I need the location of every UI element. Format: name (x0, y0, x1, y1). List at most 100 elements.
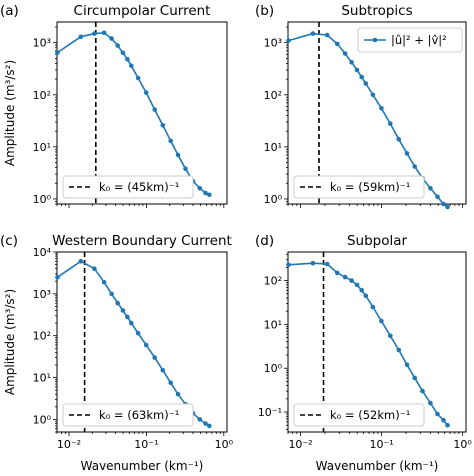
y-tick-label: 10¹ (264, 318, 282, 331)
x-axis-label: Wavenumber (km⁻¹) (81, 459, 204, 473)
data-point (160, 123, 166, 128)
x-tick-label: 10⁻¹ (134, 438, 158, 451)
data-point (152, 107, 157, 112)
data-point (379, 106, 384, 111)
data-point (342, 274, 348, 280)
data-point (135, 75, 141, 81)
x-tick-label: 10⁻² (57, 438, 81, 451)
data-point (152, 355, 157, 360)
data-point (359, 74, 365, 80)
y-tick-label: 10⁰ (264, 193, 283, 206)
data-point (363, 293, 369, 299)
data-point (370, 92, 376, 98)
data-point (404, 362, 410, 368)
data-point (428, 400, 433, 406)
panel-title: Western Boundary Current (52, 233, 232, 249)
x-tick-label: 10⁰ (215, 438, 234, 451)
legend-label: k₀ = (52km)⁻¹ (330, 408, 410, 422)
data-point (197, 186, 203, 191)
y-tick-label: 10⁰ (33, 413, 52, 426)
y-axis-label: Amplitude (m³/s²) (3, 60, 17, 166)
y-tick-label: 10² (264, 89, 282, 102)
legend-box (293, 175, 425, 199)
data-point (115, 43, 120, 48)
data-point (101, 30, 107, 36)
data-point (78, 259, 84, 264)
y-tick-label: 10⁴ (33, 246, 52, 259)
data-point (55, 274, 60, 280)
data-point (335, 41, 340, 47)
data-point (396, 137, 402, 142)
legend-box (62, 403, 194, 427)
panel-title: Subtropics (341, 3, 412, 19)
data-point (120, 308, 126, 313)
data-point (412, 164, 418, 169)
panel-b: 10⁰ 10¹ 10² 10³ Subtropics (b) k₀ = (59km)⁻¹ |û… (255, 3, 467, 210)
y-tick-label: 10³ (33, 37, 51, 50)
data-point (197, 417, 203, 422)
x-axis-label: Wavenumber (km⁻¹) (316, 459, 439, 473)
data-point (363, 81, 369, 86)
x-tick-label: 10⁰ (453, 438, 472, 451)
data-point (109, 36, 114, 41)
panel-d: 10⁻¹ 10⁰ 10¹ 10² Subpolar (d) k₀ = (52km)⁻¹ 10⁻… (255, 233, 472, 451)
data-point (129, 63, 134, 69)
data-point (412, 375, 418, 381)
series-legend-marker (372, 37, 378, 43)
data-point (101, 279, 107, 285)
legend-label: k₀ = (59km)⁻¹ (330, 180, 410, 194)
y-tick-label: 10¹ (33, 372, 51, 385)
y-tick-label: 10² (33, 330, 51, 343)
y-tick-label: 10³ (33, 288, 51, 301)
x-tick-label: 10⁻¹ (369, 438, 393, 451)
legend-label: k₀ = (45km)⁻¹ (99, 180, 179, 194)
data-point (175, 152, 181, 158)
data-point (55, 50, 60, 55)
data-point (354, 67, 360, 73)
data-point (109, 291, 114, 297)
data-point (125, 57, 130, 62)
y-tick-label: 10² (33, 89, 51, 102)
data-point (420, 388, 425, 394)
spectrum-line (57, 260, 210, 427)
data-point (175, 391, 181, 397)
data-point (78, 34, 84, 40)
data-point (310, 260, 316, 266)
data-point (379, 318, 384, 324)
data-point (441, 201, 446, 207)
panel-label: (b) (255, 3, 274, 19)
data-point (129, 320, 134, 326)
data-point (404, 151, 410, 156)
data-point (354, 282, 360, 288)
data-point (324, 261, 330, 267)
y-axis-label: Amplitude (m³/s²) (3, 289, 17, 395)
y-tick-label: 10⁰ (264, 362, 283, 375)
data-point (160, 367, 166, 373)
data-point (441, 417, 446, 423)
panel-label: (c) (0, 233, 18, 249)
data-point (168, 138, 173, 144)
data-point (203, 421, 208, 426)
data-point (207, 423, 212, 429)
data-point (435, 411, 440, 417)
series-legend-label: |û|² + |v̂|² (391, 33, 447, 47)
axes-frame (56, 21, 228, 205)
data-point (120, 50, 126, 56)
y-tick-label: 10³ (264, 37, 282, 50)
data-point (388, 121, 393, 126)
data-point (115, 300, 120, 306)
y-tick-label: 10¹ (33, 141, 51, 154)
y-tick-label: 10¹ (264, 141, 282, 154)
data-point (349, 278, 354, 283)
data-point (445, 204, 450, 210)
legend-box (293, 403, 425, 427)
panel-label: (a) (0, 3, 19, 19)
panel-a: 10⁰ 10¹ 10² 10³ Circumpolar Current (a) k₀ = (… (0, 3, 228, 208)
spectrum-line (288, 262, 449, 426)
x-tick-label: 10⁻² (288, 438, 312, 451)
data-point (203, 190, 208, 196)
data-point (143, 342, 149, 348)
data-point (445, 422, 450, 428)
data-point (286, 262, 291, 268)
